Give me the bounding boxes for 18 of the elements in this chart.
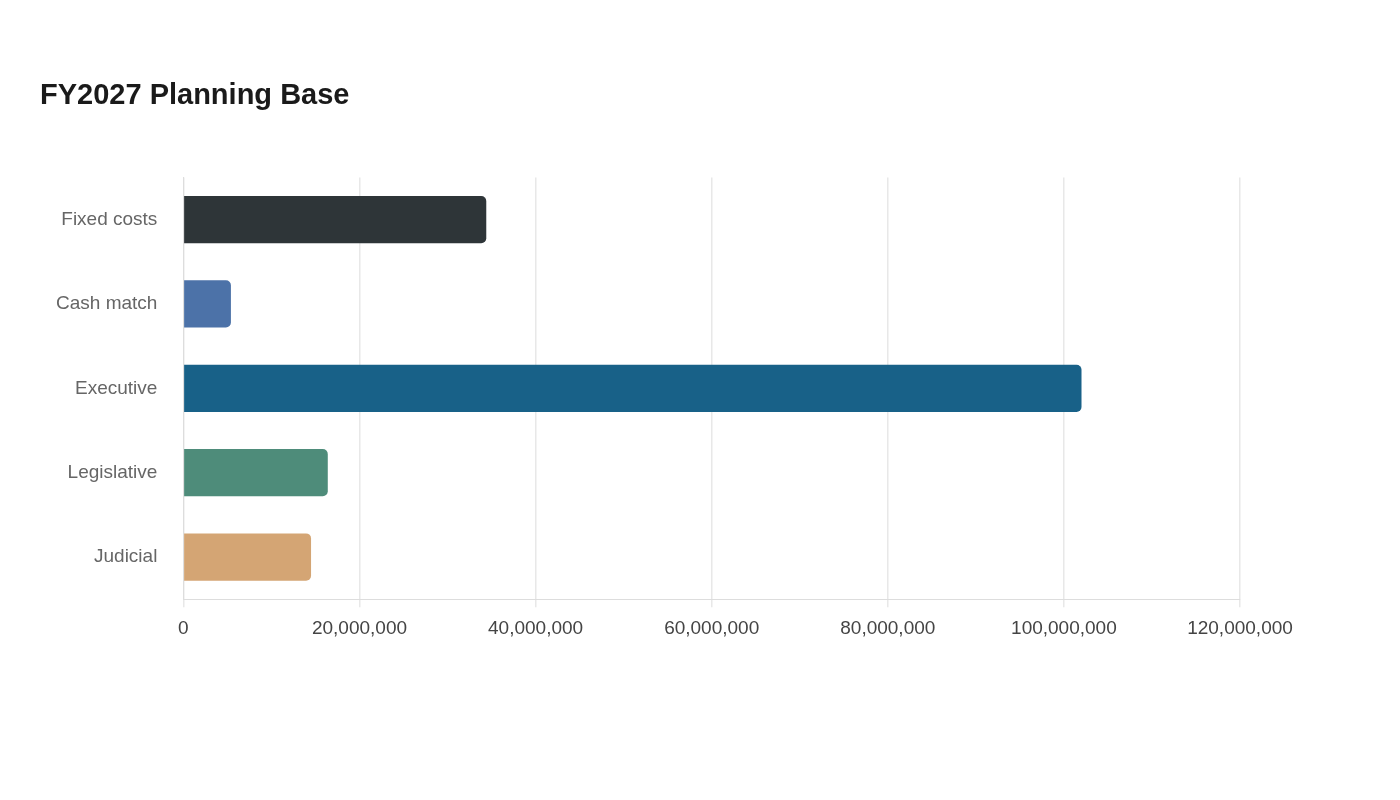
x-tick-label: 100,000,000 [1011, 616, 1117, 638]
bar [184, 195, 487, 244]
x-tick-label: 120,000,000 [1187, 616, 1293, 638]
chart-title: FY2027 Planning Base [40, 78, 350, 111]
x-tick-label: 0 [178, 616, 189, 638]
x-tick-label: 20,000,000 [311, 616, 408, 638]
bar [184, 533, 312, 581]
y-tick-label: Fixed costs [61, 207, 158, 229]
y-tick-label: Legislative [67, 460, 158, 482]
y-tick-label: Cash match [56, 292, 158, 314]
y-tick-label: Judicial [94, 545, 158, 567]
x-tick-label: 60,000,000 [664, 616, 760, 638]
bar [184, 364, 1082, 412]
bar [184, 449, 328, 497]
y-tick-label: Executive [75, 376, 158, 398]
bar [184, 280, 231, 328]
x-tick-label: 80,000,000 [840, 616, 936, 638]
x-tick-label: 40,000,000 [488, 616, 584, 638]
